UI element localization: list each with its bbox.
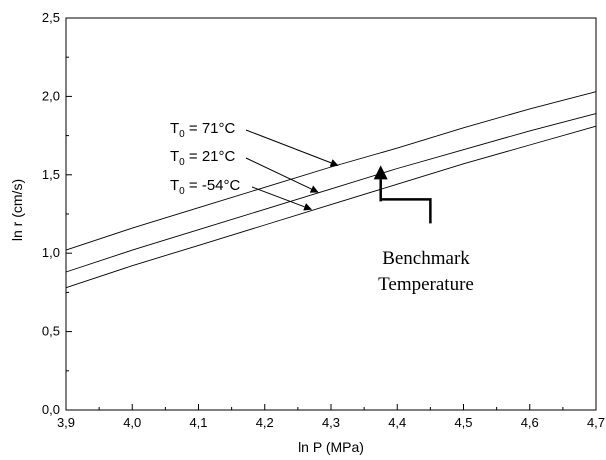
- x-tick-label: 4,4: [388, 415, 406, 430]
- temperature-arrow-2: [245, 157, 319, 193]
- series-line-2: [65, 113, 597, 273]
- annotation-layer: T0 = 71°C T0 = 21°C T0 = -54°C Benchmark Tem…: [170, 120, 474, 295]
- series-line-1: [65, 91, 597, 251]
- y-tick-label: 2,5: [42, 10, 60, 25]
- y-axis-title: ln r (cm/s): [9, 179, 25, 241]
- y-tick-label: 1,0: [42, 245, 60, 260]
- axes: 3,9 4,0 4,1 4,2 4,3 4,4 4,5 4,6 4,7 0,0 0,5 1,0 1,5 2…: [42, 10, 605, 430]
- y-tick-label: 0,5: [42, 324, 60, 339]
- x-tick-label: 4,1: [189, 415, 207, 430]
- x-tick-label: 3,9: [57, 415, 75, 430]
- y-tick-label: 0,0: [42, 402, 60, 417]
- x-tick-label: 4,6: [521, 415, 539, 430]
- x-tick-label: 4,0: [123, 415, 141, 430]
- x-tick-label: 4,3: [322, 415, 340, 430]
- series-layer: [65, 91, 597, 289]
- temperature-label-2: T0 = 21°C: [170, 148, 236, 168]
- benchmark-label-line2: Temperature: [378, 274, 474, 295]
- y-tick-label: 2,0: [42, 88, 60, 103]
- temperature-label-3: T0 = -54°C: [170, 177, 241, 197]
- temperature-arrow-3: [251, 186, 313, 211]
- plot-frame: [65, 17, 597, 411]
- series-line-3: [65, 125, 597, 289]
- temperature-label-1: T0 = 71°C: [170, 120, 236, 140]
- benchmark-bracket: [379, 198, 432, 224]
- temperature-arrow-1: [245, 129, 339, 167]
- benchmark-label-line1: Benchmark: [382, 248, 470, 269]
- x-tick-label: 4,7: [587, 415, 605, 430]
- x-axis-title: ln P (MPa): [298, 439, 364, 455]
- y-tick-label: 1,5: [42, 167, 60, 182]
- x-tick-label: 4,2: [256, 415, 274, 430]
- benchmark-arrowhead: [373, 165, 388, 180]
- x-tick-label: 4,5: [454, 415, 472, 430]
